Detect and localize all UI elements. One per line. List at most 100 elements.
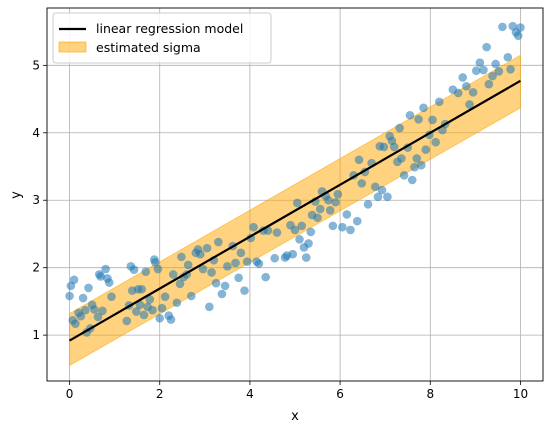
x-tick-label: 4 [246,387,254,401]
scatter-point [205,302,214,312]
scatter-point [254,259,264,268]
y-tick-label: 3 [32,193,40,207]
scatter-point [304,239,313,248]
scatter-point [261,272,270,282]
scatter-point [373,192,383,202]
scatter-point [482,42,491,52]
scatter-point [96,272,105,281]
plot-frame [46,7,544,382]
scatter-point [410,162,419,172]
scatter-point [78,293,88,303]
scatter-point [270,253,280,263]
scatter-point [488,71,497,81]
scatter-point [242,257,252,266]
x-tick-label: 2 [156,387,164,401]
scatter-point [71,319,80,328]
scatter-point [503,52,513,62]
scatter-point [295,235,304,244]
scatter-point [240,286,249,295]
scatter-point [328,221,338,231]
scatter-point [249,222,258,232]
scatter-point [175,279,185,289]
scatter-point [484,79,494,89]
scatter-point [172,298,182,308]
scatter-point [333,189,343,199]
x-tick-label: 0 [66,387,74,401]
scatter-point [363,199,373,209]
scatter-point [352,216,362,226]
scatter-point [122,316,132,326]
scatter-point [346,225,355,235]
scatter-point [129,265,139,275]
scatter-point [494,67,504,76]
scatter-point [471,66,481,76]
scatter-point [475,58,485,67]
scatter-point [428,115,437,125]
scatter-point [135,300,145,310]
scatter-point [453,88,463,98]
x-tick-label: 10 [513,387,528,401]
scatter-point [513,31,523,40]
scatter-point [357,179,367,188]
scatter-point [131,307,141,316]
scatter-point [65,291,74,301]
scatter-point [479,65,488,75]
regression-line-layer [68,79,522,342]
scatter-point [236,248,246,258]
scatter-point [397,154,406,163]
scatter-point [405,110,415,120]
x-axis-label: x [291,409,299,424]
scatter-point [150,257,160,267]
scatter-point [313,213,322,223]
scatter-point [324,195,333,205]
scatter-point [211,278,221,288]
scatter-point [69,275,79,285]
scatter-point [431,137,440,147]
y-tick-label: 1 [32,328,40,342]
scatter-point [90,305,99,314]
scatter-point [395,123,404,133]
scatter-point [379,142,389,152]
scatter-point [419,103,428,113]
scatter-point [370,182,380,192]
scatter-point [399,170,409,180]
y-axis-label: y [9,191,24,199]
scatter-point [217,289,227,299]
scatter-point [220,281,230,291]
scatter-point [183,260,193,270]
scatter-point [290,225,300,235]
scatter-point [325,206,335,215]
scatter-point [377,185,387,195]
y-tick-label: 4 [32,126,40,140]
scatter-point [468,88,478,97]
scatter-point [186,291,196,301]
scatter-point [153,264,163,274]
y-tick-label: 2 [32,261,40,275]
scatter-point [354,155,364,165]
scatter-point [202,243,212,253]
scatter-point [84,283,93,293]
scatter-point [141,267,151,277]
scatter-point [139,310,149,320]
scatter-point [414,114,423,124]
scatter-point [166,315,176,324]
scatter-point [214,237,223,247]
scatter-point [101,264,110,274]
scatter-point [104,278,114,287]
scatter-point [81,305,90,315]
legend-label-sigma: estimated sigma [96,40,201,55]
scatter-point [288,249,298,259]
scatter-point [145,295,155,304]
scatter-point [506,65,515,74]
x-tick-label: 6 [336,387,344,401]
scatter-point [389,142,399,152]
scatter-point [93,312,103,322]
scatter-point [198,264,208,274]
scatter-point [383,192,392,202]
scatter-point [231,258,240,268]
y-tick-label: 5 [32,58,40,72]
scatter-point [297,221,307,231]
scatter-point [491,59,500,69]
